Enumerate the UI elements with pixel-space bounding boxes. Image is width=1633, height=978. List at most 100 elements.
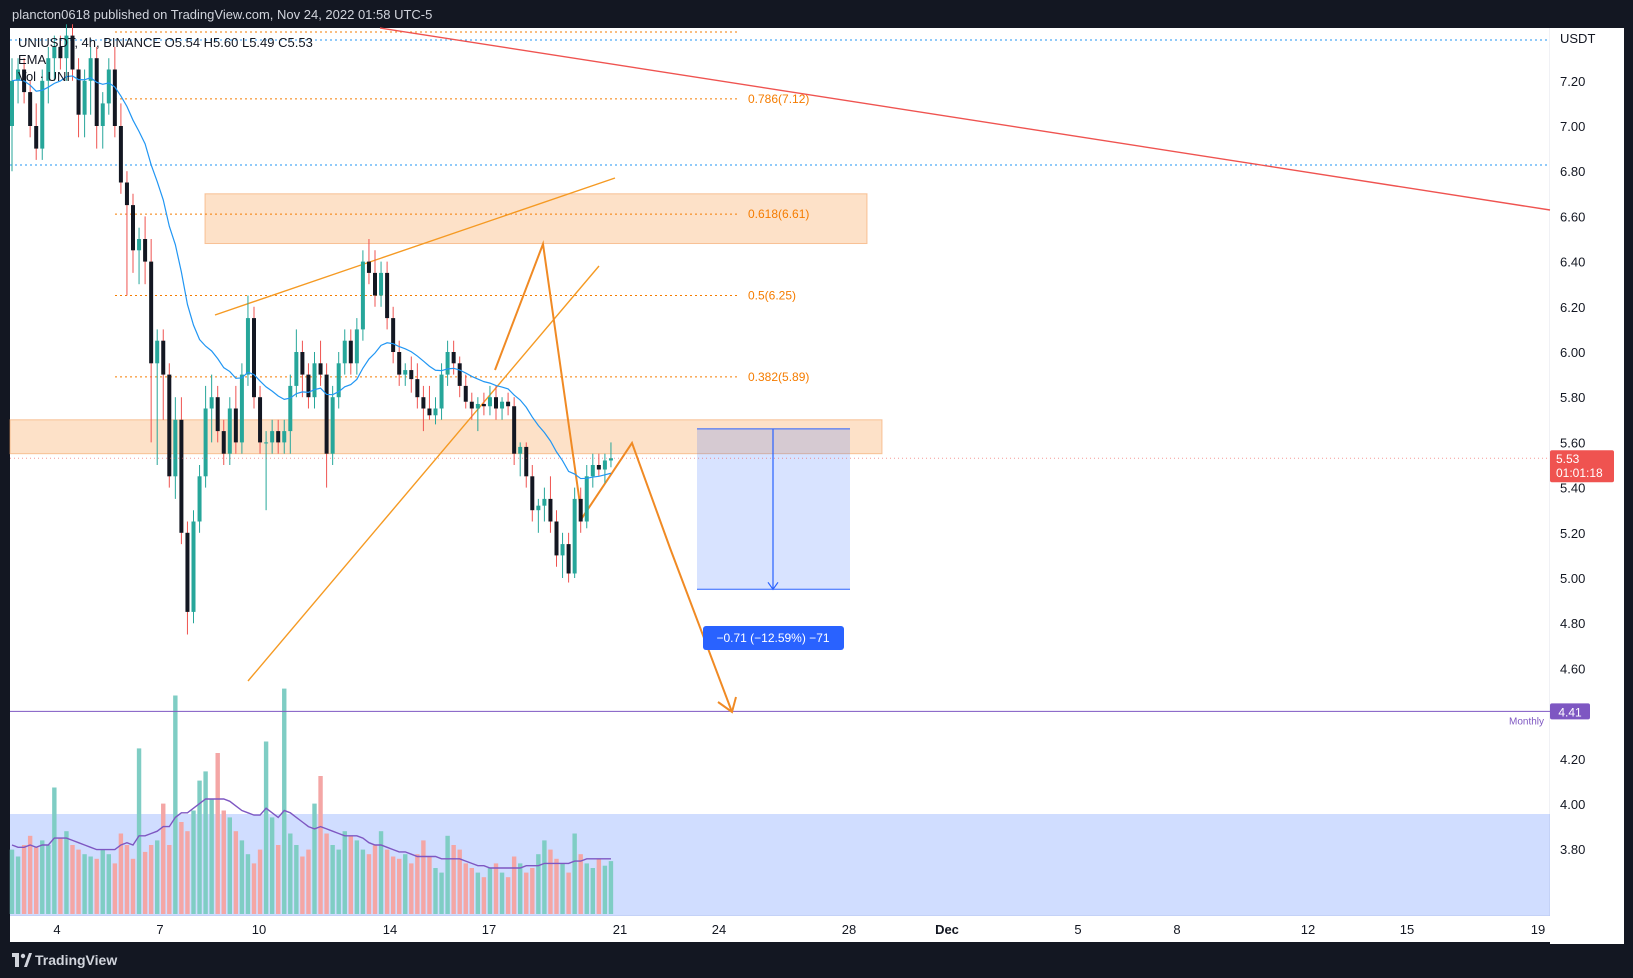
volume-bar (100, 849, 105, 914)
volume-bar (263, 741, 269, 914)
time-tick-label: Dec (935, 922, 959, 937)
volume-bar (403, 854, 408, 914)
candles-layer (10, 24, 613, 635)
price-tick-label: 6.00 (1560, 345, 1585, 360)
price-tick-label: 6.80 (1560, 164, 1585, 179)
candle-body (463, 385, 468, 402)
volume-bar (142, 851, 148, 914)
volume-bar (88, 856, 93, 914)
candle-body (258, 397, 263, 443)
bar-countdown: 01:01:18 (1556, 466, 1603, 480)
ema-line (11, 75, 612, 480)
symbol-line[interactable]: UNIUSDT, 4h, BINANCE O5.54 H5.60 L5.49 C… (18, 35, 313, 50)
volume-bar (548, 849, 553, 914)
time-tick-label: 10 (252, 922, 266, 937)
volume-bar (578, 854, 583, 914)
candle-body (252, 318, 256, 398)
candle-body (572, 498, 577, 574)
volume-bar (445, 835, 450, 914)
price-tick-label: 4.60 (1560, 661, 1585, 676)
candle-body (578, 498, 583, 522)
volume-bar (173, 695, 178, 914)
candle-body (427, 408, 432, 416)
candle-body (469, 401, 474, 409)
volume-bar (239, 840, 245, 914)
monthly-price-tag-label: 4.41 (1558, 705, 1582, 719)
price-axis-pane (1550, 28, 1624, 944)
candle-body (46, 58, 51, 81)
vol-label[interactable]: Vol · UNI (18, 69, 71, 84)
volume-bar (124, 845, 130, 914)
candle-body (40, 80, 45, 149)
volume-bar (21, 845, 27, 914)
volume-bar (524, 872, 529, 914)
candle-body (88, 58, 93, 81)
volume-bar (336, 849, 341, 914)
tradingview-logo-icon (12, 953, 32, 967)
volume-bar (58, 838, 63, 914)
volume-bar (542, 840, 547, 914)
volume-bar (294, 845, 299, 914)
time-tick-label: 28 (842, 922, 856, 937)
volume-bar (584, 863, 589, 914)
publish-line: plancton0618 published on TradingView.co… (12, 7, 433, 22)
candle-body (596, 465, 601, 470)
candle-body (306, 374, 311, 398)
ema-label[interactable]: EMA (18, 52, 47, 67)
candle-body (143, 239, 148, 262)
price-tick-label: 7.00 (1560, 119, 1585, 134)
candle-body (197, 476, 202, 522)
volume-bar (451, 845, 456, 914)
candle-body (560, 544, 565, 556)
candle-body (10, 80, 14, 126)
volume-bar (348, 835, 353, 914)
volume-bar (70, 845, 75, 914)
volume-bar (409, 863, 414, 914)
candle-body (584, 476, 589, 522)
volume-bar (536, 854, 541, 914)
candle-body (342, 340, 347, 364)
candle-body (106, 69, 111, 104)
resistance-zone-lower (9, 419, 883, 455)
volume-bar (203, 771, 208, 914)
candle-body (282, 431, 287, 443)
candle-body (360, 261, 365, 330)
candle-body (155, 340, 160, 364)
price-tick-label: 5.20 (1560, 526, 1585, 541)
candle-body (421, 397, 426, 409)
volume-bar (360, 849, 366, 914)
time-tick-label: 24 (712, 922, 726, 937)
volume-bar (94, 858, 99, 914)
volume-bar (215, 753, 220, 914)
volume-bar (433, 868, 438, 914)
candle-body (348, 340, 353, 364)
candle-body (415, 379, 420, 398)
volume-bar (161, 803, 166, 914)
volume-bar (457, 849, 462, 914)
footer-brand[interactable]: TradingView (35, 952, 118, 968)
volume-bar (318, 776, 323, 914)
candle-body (548, 498, 553, 522)
candle-body (100, 103, 105, 126)
volume-bar (155, 840, 160, 914)
candle-body (487, 397, 492, 407)
candle-body (530, 476, 535, 511)
candle-body (124, 182, 129, 206)
orange-upper-channel-line (214, 177, 616, 316)
candle-body (566, 544, 571, 574)
volume-bar (130, 858, 136, 914)
candle-body (330, 397, 335, 454)
candle-body (94, 58, 99, 127)
fib-level-label: 0.5(6.25) (748, 289, 796, 303)
volume-bar (300, 856, 305, 914)
price-tick-label: 4.20 (1560, 752, 1585, 767)
volume-bar (469, 868, 474, 914)
candle-body (276, 431, 281, 443)
candle-body (475, 403, 480, 409)
price-tick-label: 6.60 (1560, 209, 1585, 224)
volume-bar (148, 845, 154, 914)
candle-body (602, 460, 607, 470)
volume-bar (415, 854, 420, 914)
candle-body (221, 431, 226, 454)
